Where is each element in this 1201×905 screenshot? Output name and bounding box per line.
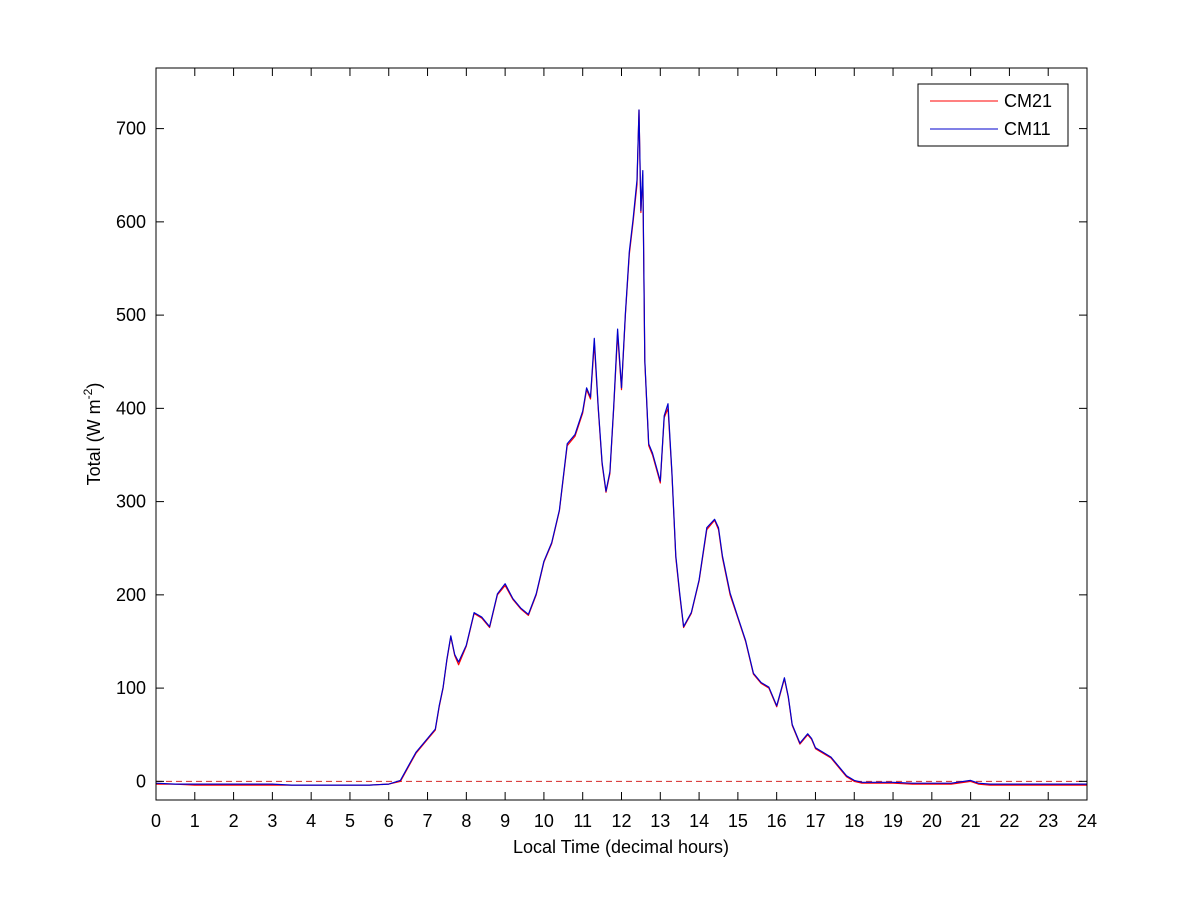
y-tick-label: 0 [136, 771, 146, 791]
x-tick-label: 7 [423, 811, 433, 831]
x-tick-label: 21 [961, 811, 981, 831]
series-line-cm11 [155, 109, 1087, 786]
x-tick-label: 3 [267, 811, 277, 831]
x-tick-label: 22 [999, 811, 1019, 831]
y-tick-label: 500 [116, 305, 146, 325]
y-tick-label: 600 [116, 212, 146, 232]
y-axis-title-main: Total (W m [84, 399, 104, 485]
x-tick-label: 14 [689, 811, 709, 831]
x-tick-label: 23 [1038, 811, 1058, 831]
legend-box [917, 83, 1069, 147]
legend-label-cm11: CM11 [1004, 119, 1051, 139]
x-tick-label: 8 [461, 811, 471, 831]
y-axis-title-superscript: -2 [81, 388, 95, 399]
x-tick-label: 4 [306, 811, 316, 831]
y-tick-label: 300 [116, 492, 146, 512]
y-tick-label: 400 [116, 398, 146, 418]
x-tick-label: 5 [345, 811, 355, 831]
legend-label-cm21: CM21 [1004, 91, 1052, 111]
legend: CM21 CM11 [917, 83, 1069, 147]
y-tick-label: 100 [116, 678, 146, 698]
x-tick-label: 18 [844, 811, 864, 831]
x-tick-label: 13 [650, 811, 670, 831]
y-axis-title: Total (W m-2) [81, 383, 104, 486]
plot-area [156, 68, 1087, 800]
x-tick-label: 10 [534, 811, 554, 831]
y-axis: 0 100 200 300 400 500 600 700 [116, 119, 1087, 791]
x-tick-label: 11 [573, 811, 592, 831]
x-tick-label: 24 [1077, 811, 1097, 831]
y-tick-label: 700 [116, 119, 146, 139]
x-tick-label: 1 [190, 811, 200, 831]
x-tick-label: 16 [767, 811, 787, 831]
x-tick-label: 6 [384, 811, 394, 831]
x-tick-label: 20 [922, 811, 942, 831]
x-tick-label: 17 [805, 811, 825, 831]
x-tick-label: 15 [728, 811, 748, 831]
x-tick-label: 19 [883, 811, 903, 831]
x-axis: 0 1 2 3 4 5 6 7 8 9 10 11 12 13 14 15 16 17 18 19 20 21 22 23 24 [151, 68, 1097, 831]
x-tick-label: 2 [229, 811, 239, 831]
x-tick-label: 12 [611, 811, 631, 831]
y-axis-title-close: ) [84, 383, 104, 389]
series-layer [155, 109, 1087, 786]
x-tick-label: 0 [151, 811, 161, 831]
y-tick-label: 200 [116, 585, 146, 605]
x-axis-title: Local Time (decimal hours) [513, 837, 729, 857]
x-tick-label: 9 [500, 811, 510, 831]
